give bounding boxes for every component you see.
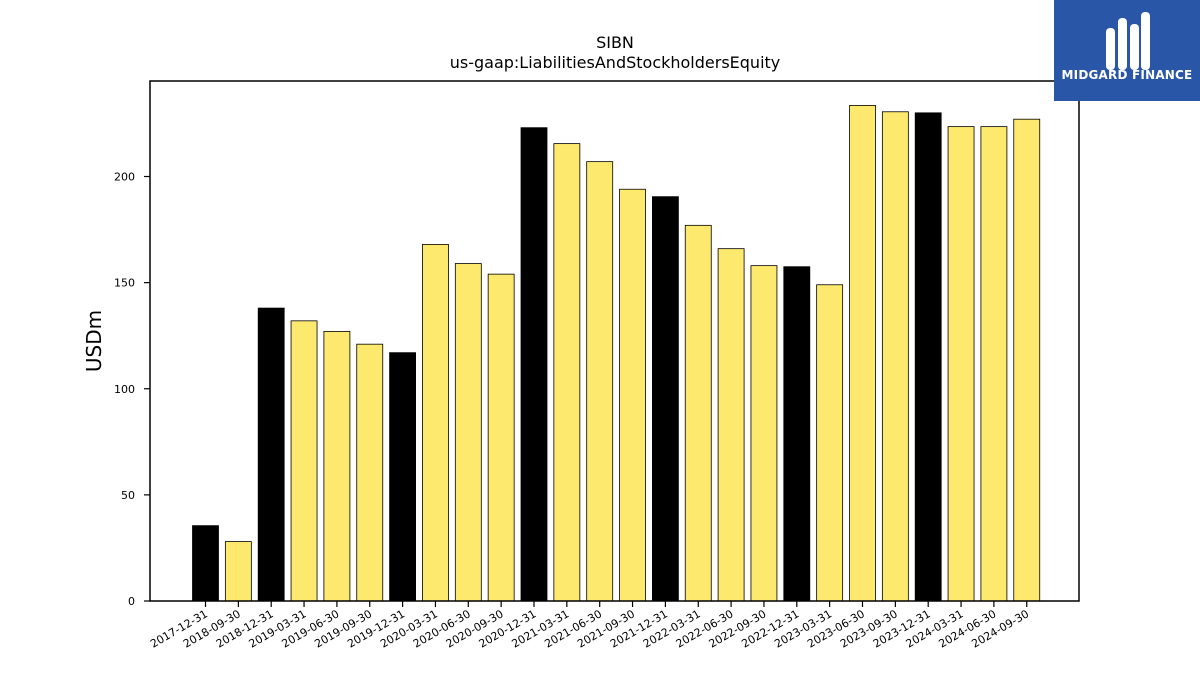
bar-2024-06-30 [980, 126, 1008, 602]
bar-2023-03-31 [816, 284, 844, 602]
bar-2022-03-31 [684, 224, 712, 602]
bars-layer [192, 105, 1041, 602]
bar-2024-09-30 [1013, 118, 1041, 602]
bar-2022-09-30 [750, 265, 778, 602]
bar-2019-09-30 [356, 343, 384, 602]
bar-2023-09-30 [881, 111, 909, 602]
bar-2021-09-30 [619, 188, 646, 602]
chart-title: SIBN [596, 33, 634, 52]
bar-2023-06-30 [849, 105, 876, 602]
bar-2019-06-30 [323, 331, 351, 602]
bar-2022-12-31 [783, 266, 811, 602]
bar-2018-12-31 [257, 307, 285, 602]
bar-2021-12-31 [652, 196, 679, 602]
bar-2024-03-31 [947, 126, 975, 602]
bar-2017-12-31 [192, 525, 219, 602]
plot-frame [149, 80, 1080, 602]
x-axis-ticks: 2017-12-312018-09-302018-12-312019-03-31… [148, 601, 1031, 651]
bar-2021-06-30 [586, 161, 614, 602]
y-axis-ticks: 0 50 100 150 200 [114, 171, 150, 608]
bar-2020-06-30 [454, 263, 482, 602]
bar-2020-12-31 [520, 127, 548, 602]
y-tick-label: 0 [128, 595, 135, 608]
bar-2019-12-31 [389, 352, 417, 602]
logo-text: MIDGARD FINANCE [1061, 68, 1193, 82]
y-tick-label: 50 [121, 489, 135, 502]
y-tick-label: 200 [114, 171, 135, 184]
bar-2018-09-30 [224, 541, 252, 602]
logo-mark-icon [1054, 0, 1200, 101]
bar-2019-03-31 [290, 320, 318, 602]
bar-2021-03-31 [553, 143, 581, 602]
bar-2020-03-31 [422, 244, 449, 602]
y-tick-label: 150 [114, 277, 135, 290]
y-tick-label: 100 [114, 383, 135, 396]
midgard-finance-logo: MIDGARD FINANCE [1054, 0, 1200, 101]
bar-2020-09-30 [487, 273, 515, 602]
y-axis-label: USDm [82, 310, 106, 372]
bar-2023-12-31 [914, 112, 942, 602]
bar-2022-06-30 [717, 248, 745, 602]
chart-subtitle: us-gaap:LiabilitiesAndStockholdersEquity [450, 53, 781, 72]
